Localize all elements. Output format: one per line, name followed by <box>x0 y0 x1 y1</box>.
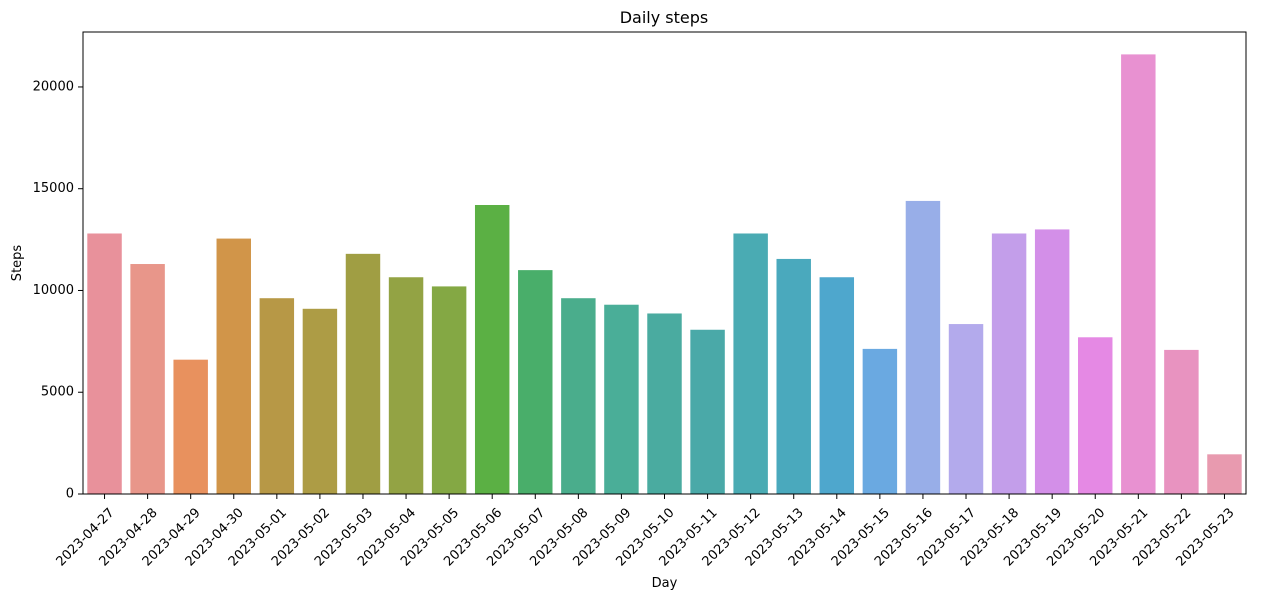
bar-2023-05-22 <box>1164 349 1199 494</box>
bar-2023-05-23 <box>1207 454 1242 494</box>
bar-2023-05-12 <box>733 233 768 494</box>
bar-2023-05-21 <box>1121 54 1156 494</box>
bar-2023-05-18 <box>991 233 1027 494</box>
bar-2023-05-14 <box>819 277 855 494</box>
bar-2023-05-20 <box>1078 337 1113 494</box>
bar-2023-05-04 <box>388 277 424 494</box>
plot-frame <box>82 31 1247 495</box>
bar-2023-05-02 <box>302 308 338 494</box>
y-tick-label: 15000 <box>33 181 74 196</box>
y-axis: 0 5000 10000 15000 20000 <box>33 79 83 502</box>
y-tick-label: 5000 <box>41 385 74 400</box>
bar-2023-05-01 <box>259 298 295 494</box>
bar-2023-05-06 <box>474 204 510 494</box>
x-axis-label: Day <box>652 576 678 591</box>
bar-2023-05-05 <box>431 286 467 494</box>
y-tick-label: 20000 <box>33 79 74 94</box>
bar-2023-04-27 <box>87 233 122 494</box>
y-tick-label: 10000 <box>33 283 74 298</box>
bar-2023-04-30 <box>216 238 251 494</box>
bar-2023-04-29 <box>173 359 208 494</box>
bar-2023-05-17 <box>948 324 984 494</box>
bar-2023-05-15 <box>862 348 898 494</box>
x-axis: 2023-04-272023-04-282023-04-292023-04-30… <box>54 494 1238 569</box>
bar-2023-05-19 <box>1034 229 1070 494</box>
y-tick-label: 0 <box>66 487 74 502</box>
bar-2023-04-28 <box>130 264 165 494</box>
bar-2023-05-08 <box>561 298 596 494</box>
bar-2023-05-13 <box>776 258 811 494</box>
bar-2023-05-11 <box>690 329 725 494</box>
bar-2023-05-16 <box>905 200 941 494</box>
bar-2023-05-07 <box>518 270 553 494</box>
y-axis-label: Steps <box>10 245 25 282</box>
bar-2023-05-03 <box>345 253 381 494</box>
chart-title: Daily steps <box>620 8 709 27</box>
bar-2023-05-10 <box>647 313 682 494</box>
bars-group <box>87 54 1242 494</box>
bar-2023-05-09 <box>604 304 639 494</box>
